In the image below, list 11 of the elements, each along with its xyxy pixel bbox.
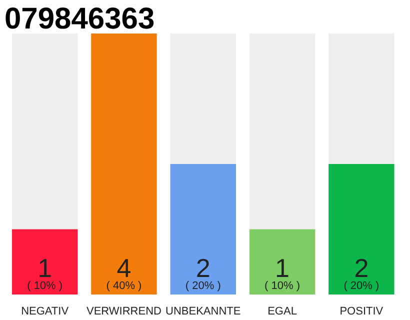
data-label: 2 ( 20% )	[185, 252, 221, 292]
x-tick-label: VERWIRREND	[86, 306, 162, 318]
data-label: 4 ( 40% )	[106, 252, 142, 292]
data-label: 1 ( 10% )	[27, 252, 63, 292]
x-tick-label: UNBEKANNTE	[166, 306, 241, 318]
chart-title: 079846363	[4, 2, 155, 36]
x-tick-label: POSITIV	[340, 306, 384, 318]
x-tick-label: NEGATIV	[21, 306, 70, 318]
data-label: 2 ( 20% )	[344, 252, 380, 292]
data-label: 1 ( 10% )	[264, 252, 300, 292]
x-tick-label: EGAL	[268, 306, 297, 318]
